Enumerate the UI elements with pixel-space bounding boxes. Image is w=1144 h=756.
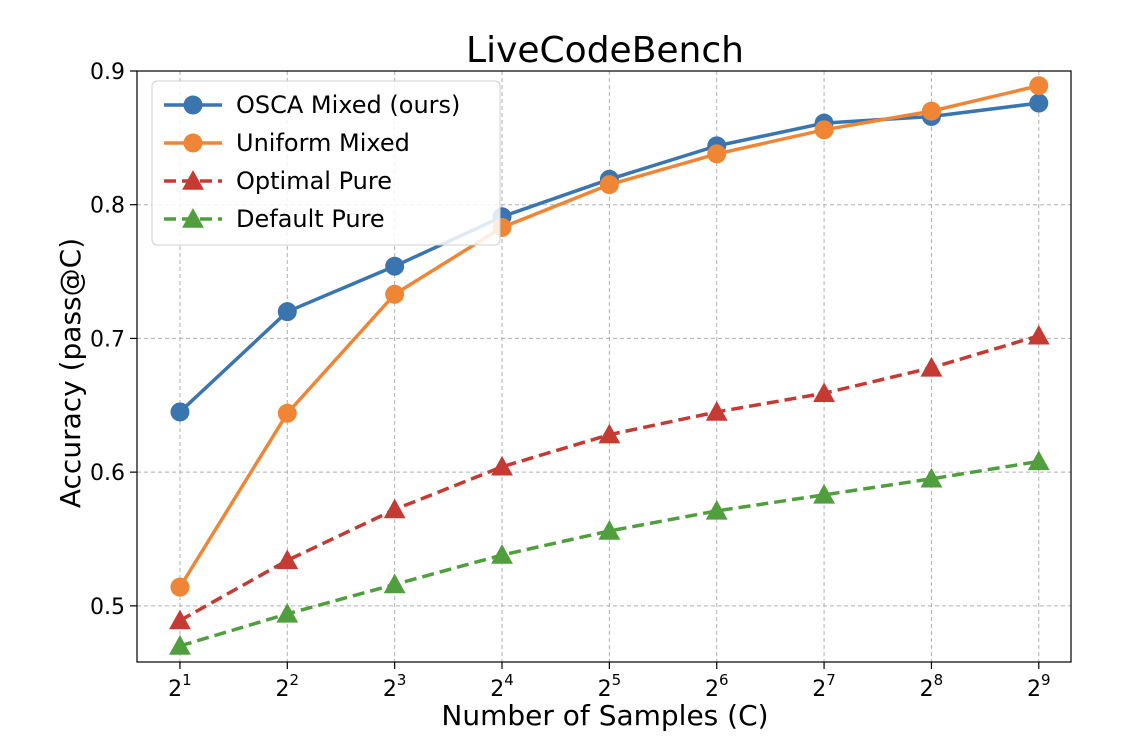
data-point <box>383 573 406 594</box>
x-tick-label: 22 <box>276 671 300 702</box>
x-tick-exponent: 1 <box>182 671 192 689</box>
x-tick-label: 27 <box>812 671 836 702</box>
legend-box <box>151 80 501 246</box>
legend-label: Uniform Mixed <box>236 129 410 157</box>
data-point <box>598 423 621 444</box>
legend-label: Default Pure <box>236 205 385 233</box>
data-point <box>599 175 619 195</box>
x-tick-label: 26 <box>705 671 729 702</box>
data-point <box>707 144 727 164</box>
x-tick-base: 2 <box>383 677 397 702</box>
x-tick-label: 25 <box>598 671 622 702</box>
x-tick-base: 2 <box>168 677 182 702</box>
data-point <box>491 544 513 564</box>
legend: OSCA Mixed (ours) Uniform Mixed Optimal Pu… <box>151 80 501 246</box>
data-point <box>920 356 943 377</box>
axes: 21 22 23 24 25 26 27 28 290.50.60.70.80.9 <box>90 60 1051 702</box>
x-tick-base: 2 <box>490 677 504 702</box>
y-tick-label: 0.8 <box>90 194 125 219</box>
data-point <box>920 467 943 488</box>
data-point <box>813 382 836 402</box>
x-tick-exponent: 2 <box>290 671 300 689</box>
data-point <box>705 401 728 421</box>
x-tick-exponent: 5 <box>612 671 622 689</box>
legend-swatch-marker <box>182 208 204 228</box>
data-point <box>276 549 299 570</box>
x-tick-label: 29 <box>1027 671 1051 702</box>
y-axis-label: Accuracy (pass@C) <box>54 238 87 508</box>
x-tick-exponent: 8 <box>934 671 944 689</box>
y-tick-label: 0.5 <box>90 595 125 620</box>
legend-item: Uniform Mixed <box>164 129 410 157</box>
legend-swatch-marker <box>182 170 204 190</box>
data-point <box>385 256 405 276</box>
x-tick-base: 2 <box>276 677 290 702</box>
x-axis-label: Number of Samples (C) <box>441 699 768 732</box>
data-point <box>814 120 834 140</box>
y-tick-label: 0.9 <box>90 60 125 85</box>
series-2 <box>170 76 1049 597</box>
x-tick-base: 2 <box>812 677 826 702</box>
plot-frame <box>136 70 1072 663</box>
legend-item: Default Pure <box>164 205 385 233</box>
legend-item: OSCA Mixed (ours) <box>164 91 460 119</box>
data-point <box>169 635 191 655</box>
data-point <box>1029 93 1049 113</box>
series-4 <box>169 450 1050 655</box>
x-tick-base: 2 <box>1027 677 1041 702</box>
data-point <box>170 402 190 422</box>
legend-label: OSCA Mixed (ours) <box>236 91 460 119</box>
data-point <box>1027 324 1050 345</box>
data-point <box>813 483 836 504</box>
x-tick-exponent: 9 <box>1041 671 1051 689</box>
legend-item: Optimal Pure <box>164 167 392 195</box>
x-tick-exponent: 3 <box>397 671 407 689</box>
legend-label: Optimal Pure <box>236 167 392 195</box>
x-tick-exponent: 4 <box>504 671 514 689</box>
data-point <box>1027 450 1050 471</box>
data-point <box>385 284 405 304</box>
data-point <box>383 498 406 519</box>
data-point <box>705 499 728 520</box>
y-tick-label: 0.7 <box>90 327 125 352</box>
x-tick-base: 2 <box>705 677 719 702</box>
data-point <box>1029 76 1049 96</box>
data-point <box>277 302 297 322</box>
data-point <box>277 403 297 423</box>
y-tick-label: 0.6 <box>90 461 125 486</box>
series-3 <box>169 324 1050 630</box>
x-tick-exponent: 6 <box>719 671 729 689</box>
x-tick-base: 2 <box>598 677 612 702</box>
data-point <box>491 455 513 476</box>
x-tick-label: 24 <box>490 671 514 702</box>
legend-swatch-marker <box>183 133 203 153</box>
x-tick-label: 28 <box>920 671 944 702</box>
data-point <box>169 609 191 630</box>
x-tick-exponent: 7 <box>826 671 836 689</box>
data-point <box>276 602 299 623</box>
series-layer <box>169 76 1050 655</box>
legend-swatch-marker <box>183 95 203 115</box>
series-line <box>179 459 1040 648</box>
data-point <box>921 101 941 121</box>
chart-title: LiveCodeBench <box>466 30 744 71</box>
x-tick-label: 23 <box>383 671 407 702</box>
data-point <box>170 577 190 597</box>
data-point <box>598 520 621 540</box>
x-tick-label: 21 <box>168 671 192 702</box>
x-tick-base: 2 <box>920 677 934 702</box>
